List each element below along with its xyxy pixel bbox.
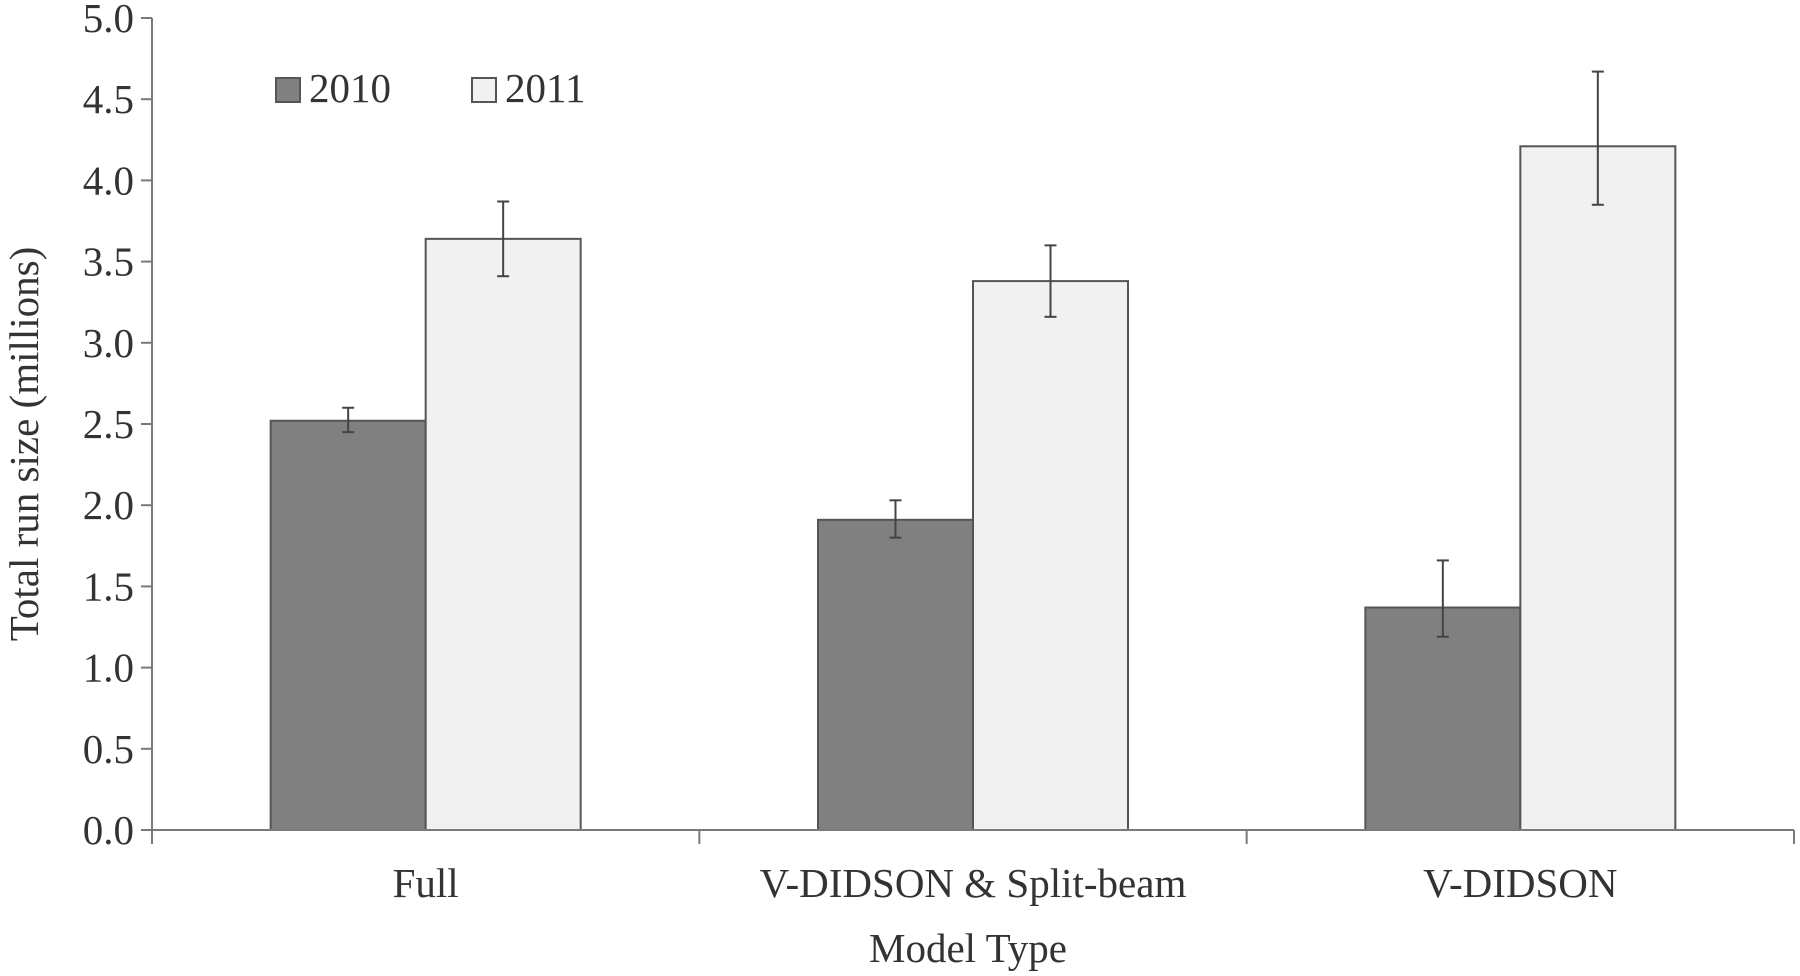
y-ticks: 0.0 0.5 1.0 1.5 2.0 2.5 3.0 3.5 4.0 4.5 5.0 xyxy=(83,0,152,853)
x-categories: Full V-DIDSON & Split-beam V-DIDSON xyxy=(151,830,1795,906)
y-tick-label: 4.5 xyxy=(83,76,134,122)
y-tick-label: 3.5 xyxy=(83,239,134,285)
y-tick-label: 1.5 xyxy=(83,563,134,609)
legend: 2010 2011 xyxy=(275,65,585,111)
x-category-label: V-DIDSON xyxy=(1423,860,1617,906)
x-category-label: V-DIDSON & Split-beam xyxy=(760,860,1187,906)
error-bars-layer xyxy=(342,70,1604,638)
y-tick-label: 2.5 xyxy=(83,401,134,447)
legend-swatch-2011 xyxy=(471,77,497,103)
bar-2011-1 xyxy=(972,280,1129,831)
y-tick-label: 0.0 xyxy=(83,807,134,853)
bar-2010-0 xyxy=(269,419,427,831)
y-tick-label: 2.0 xyxy=(83,482,134,528)
bar-2011-2 xyxy=(1519,145,1677,831)
x-axis-title: Model Type xyxy=(869,925,1067,971)
y-tick-label: 1.0 xyxy=(83,645,134,691)
x-category-label: Full xyxy=(393,860,459,906)
bars-layer xyxy=(269,145,1677,832)
y-tick-label: 3.0 xyxy=(83,320,134,366)
y-tick-label: 5.0 xyxy=(83,0,134,41)
y-axis-title: Total run size (millions) xyxy=(1,247,47,642)
bar-2010-2 xyxy=(1364,606,1522,832)
bar-2011-0 xyxy=(424,237,582,831)
legend-label: 2010 xyxy=(309,65,391,111)
y-tick-label: 4.0 xyxy=(83,157,134,203)
legend-label: 2011 xyxy=(505,65,585,111)
bar-2010-1 xyxy=(817,518,974,831)
legend-swatch-2010 xyxy=(275,77,301,103)
y-tick-label: 0.5 xyxy=(83,726,134,772)
